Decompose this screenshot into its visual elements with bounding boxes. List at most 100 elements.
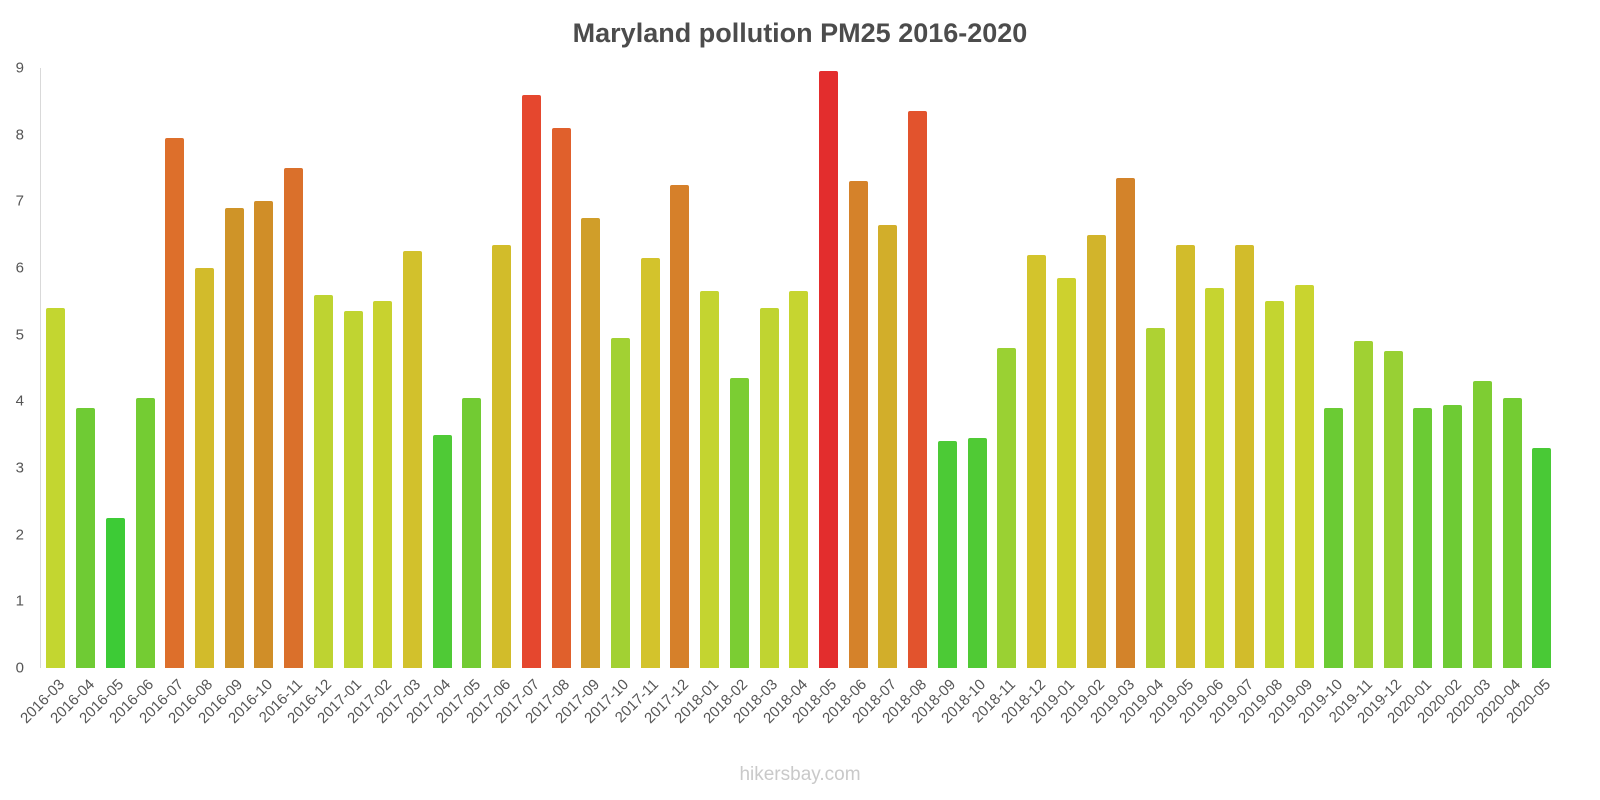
bar-slot: 2019-03 [1087, 68, 1141, 727]
bar-2017-05[interactable] [462, 398, 482, 668]
bar-slot: 2019-07 [1206, 68, 1260, 727]
bar-2017-02[interactable] [373, 301, 393, 668]
bar-2020-02[interactable] [1443, 404, 1463, 668]
bar-2018-03[interactable] [759, 308, 779, 668]
bar-slot: 2018-02 [700, 68, 755, 727]
bar-slot: 2018-07 [849, 68, 903, 727]
bar-slot: 2016-04 [47, 68, 101, 727]
bar-2019-06[interactable] [1205, 288, 1225, 668]
bar-slot: 2017-06 [463, 68, 517, 727]
bar-2019-02[interactable] [1086, 234, 1106, 668]
bar-2016-12[interactable] [313, 294, 333, 668]
bar-slot: 2019-06 [1176, 68, 1230, 727]
bar-slot: 2016-09 [195, 68, 249, 727]
bar-2018-01[interactable] [700, 291, 720, 668]
bar-slot: 2018-01 [671, 68, 725, 727]
bar-2018-11[interactable] [997, 348, 1017, 668]
bar-slot: 2020-05 [1503, 68, 1557, 727]
bar-2019-01[interactable] [1056, 278, 1076, 668]
bar-2016-11[interactable] [284, 168, 304, 668]
bar-2020-01[interactable] [1413, 408, 1433, 668]
bar-2019-08[interactable] [1264, 301, 1284, 668]
bar-2017-07[interactable] [521, 94, 541, 668]
bar-2016-05[interactable] [105, 518, 125, 668]
bar-slot: 2017-01 [314, 68, 368, 727]
bar-slot: 2019-12 [1354, 68, 1408, 727]
bar-slot: 2019-02 [1057, 68, 1111, 727]
bar-slot: 2017-05 [433, 68, 487, 727]
bar-2018-02[interactable] [729, 378, 749, 668]
y-tick-label: 3 [15, 459, 24, 477]
bar-2017-09[interactable] [581, 218, 601, 668]
bar-2019-12[interactable] [1383, 351, 1403, 668]
bar-2017-08[interactable] [551, 128, 571, 668]
bar-2019-11[interactable] [1353, 341, 1373, 668]
y-tick-label: 9 [15, 59, 24, 77]
bar-slot: 2018-11 [969, 68, 1022, 726]
bar-slot: 2016-08 [166, 68, 220, 727]
bar-2016-07[interactable] [165, 138, 185, 668]
bar-2018-12[interactable] [1027, 254, 1047, 668]
bar-slot: 2018-09 [908, 68, 963, 727]
bar-slot: 2016-06 [106, 68, 160, 727]
bar-2017-11[interactable] [640, 258, 660, 668]
bar-2019-03[interactable] [1116, 178, 1136, 668]
chart-title: Maryland pollution PM25 2016-2020 [572, 18, 1028, 48]
y-tick-label: 4 [15, 392, 24, 410]
plot-area: 2016-03 2016-04 2016-05 2016-06 2016-07 2016-… [17, 68, 1557, 727]
y-tick-label: 6 [15, 259, 24, 277]
bar-slot: 2019-09 [1265, 68, 1319, 727]
bar-2017-10[interactable] [611, 338, 631, 668]
bar-2020-05[interactable] [1532, 448, 1552, 668]
bar-slot: 2017-04 [403, 68, 457, 727]
bar-slot: 2019-05 [1146, 68, 1200, 727]
bar-2019-05[interactable] [1175, 244, 1195, 668]
bar-2019-07[interactable] [1235, 244, 1255, 668]
bar-slot: 2016-07 [136, 68, 190, 727]
bar-2018-10[interactable] [967, 438, 987, 668]
bar-2018-07[interactable] [878, 224, 898, 668]
bar-slot: 2020-02 [1414, 68, 1468, 727]
bar-2018-08[interactable] [908, 111, 928, 668]
bar-2016-09[interactable] [224, 208, 244, 668]
bar-slot: 2019-01 [1027, 68, 1081, 727]
watermark-link[interactable]: hikersbay.com [739, 764, 861, 785]
y-axis: 0 1 2 3 4 5 6 7 8 9 [0, 61, 34, 676]
bar-2017-06[interactable] [492, 244, 512, 668]
bar-2016-10[interactable] [254, 201, 274, 668]
bar-2016-04[interactable] [76, 408, 96, 668]
bar-2017-03[interactable] [402, 251, 422, 668]
bar-2017-04[interactable] [432, 434, 452, 668]
bar-slot: 2020-03 [1443, 68, 1498, 727]
bar-2019-04[interactable] [1145, 328, 1165, 668]
bar-2017-12[interactable] [670, 184, 690, 668]
bar-slot: 2019-11 [1325, 68, 1379, 726]
bar-slot: 2016-10 [225, 68, 279, 727]
bar-2018-04[interactable] [789, 291, 809, 668]
bar-slot: 2020-01 [1384, 68, 1438, 727]
bar-slot: 2017-03 [374, 68, 428, 727]
bar-slot: 2020-04 [1473, 68, 1527, 727]
bar-2017-01[interactable] [343, 311, 363, 668]
bar-slot: 2016-11 [255, 68, 309, 726]
bar-slot: 2017-08 [522, 68, 576, 727]
bar-slot: 2018-03 [730, 68, 784, 727]
bar-2020-04[interactable] [1502, 398, 1522, 668]
bar-slot: 2016-12 [284, 68, 338, 727]
bar-slot: 2019-04 [1117, 68, 1171, 727]
bar-slot: 2018-08 [879, 68, 933, 727]
y-tick-label: 2 [15, 526, 24, 544]
bar-2018-09[interactable] [937, 441, 957, 668]
bar-2018-06[interactable] [848, 181, 868, 668]
bar-2016-08[interactable] [194, 268, 214, 668]
bar-2019-10[interactable] [1324, 408, 1344, 668]
bar-2016-06[interactable] [135, 398, 155, 668]
bar-2020-03[interactable] [1472, 381, 1492, 668]
bar-2019-09[interactable] [1294, 284, 1314, 668]
bar-2018-05[interactable] [819, 71, 839, 668]
y-tick-label: 7 [15, 192, 24, 210]
bar-slot: 2018-10 [938, 68, 992, 727]
bar-slot: 2018-06 [819, 68, 873, 727]
y-tick-label: 0 [15, 659, 24, 677]
bar-2016-03[interactable] [46, 308, 66, 668]
